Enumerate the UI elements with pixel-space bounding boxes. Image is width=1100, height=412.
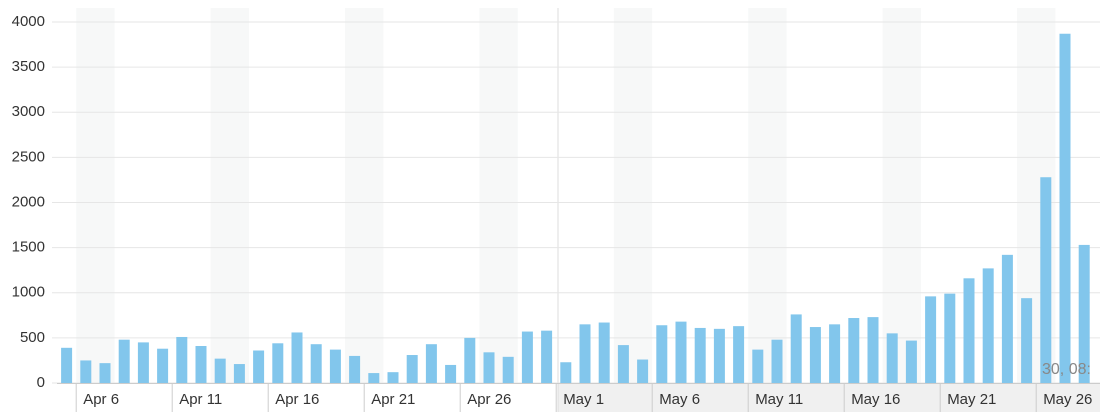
x-tick-label: Apr 6 (83, 391, 119, 408)
bar (406, 355, 418, 383)
navigator-range (558, 384, 1100, 412)
bar (99, 363, 111, 383)
bar (1021, 298, 1033, 383)
bar (829, 324, 841, 383)
bar (502, 356, 514, 383)
bar (848, 318, 860, 383)
bar (1078, 244, 1090, 383)
x-tick-label: May 11 (755, 391, 803, 408)
x-tick-label: Apr 26 (467, 391, 511, 408)
bar (560, 362, 572, 383)
bar (253, 350, 265, 383)
bar (80, 360, 92, 383)
weekend-bands (76, 8, 1056, 383)
weekend-band (345, 8, 384, 383)
y-tick-label: 3500 (12, 58, 45, 75)
x-tick-label: Apr 21 (371, 391, 415, 408)
bar (1001, 254, 1013, 383)
y-tick-label: 2500 (12, 148, 45, 165)
bar (214, 358, 226, 383)
y-tick-label: 500 (20, 329, 45, 346)
weekend-band (748, 8, 787, 383)
bar (445, 364, 457, 383)
bar (656, 325, 668, 383)
bar (291, 332, 303, 383)
bar (176, 336, 188, 383)
x-tick-label: May 1 (563, 391, 604, 408)
bar (733, 326, 745, 383)
bar (867, 317, 879, 383)
y-tick-label: 3000 (12, 103, 45, 120)
bar (579, 324, 591, 383)
bar (137, 342, 149, 383)
bar (118, 339, 130, 383)
bar (521, 331, 533, 383)
bar (598, 322, 610, 383)
y-tick-label: 0 (37, 374, 45, 391)
weekend-band (210, 8, 249, 383)
bar (944, 293, 956, 383)
bar (886, 333, 898, 383)
y-tick-label: 2000 (12, 193, 45, 210)
bar (675, 321, 687, 383)
bar (617, 345, 629, 383)
bar (925, 296, 937, 383)
x-tick-label: May 21 (947, 391, 996, 408)
bar (1040, 177, 1052, 383)
bar (329, 349, 341, 383)
y-tick-label: 1000 (12, 284, 45, 301)
bar (637, 359, 649, 383)
bar (541, 330, 553, 383)
weekend-band (479, 8, 518, 383)
bar (752, 349, 764, 383)
bar (982, 268, 994, 383)
x-tick-label: May 6 (659, 391, 700, 408)
y-tick-label: 4000 (12, 13, 45, 30)
bar (425, 344, 437, 383)
bar (195, 345, 207, 383)
bar (272, 343, 284, 383)
bar (464, 337, 476, 383)
bar (771, 339, 783, 383)
bar (61, 347, 73, 383)
bar (963, 278, 975, 383)
bar (310, 344, 322, 383)
x-tick-label: May 26 (1043, 391, 1092, 408)
x-tick-label: May 16 (851, 391, 900, 408)
bar (349, 355, 361, 383)
weekend-band (882, 8, 921, 383)
bar (387, 372, 399, 383)
x-tick-label: Apr 11 (179, 391, 222, 408)
weekend-band (76, 8, 115, 383)
bar (483, 352, 495, 383)
bar (694, 327, 706, 383)
bar (809, 327, 821, 383)
bar (157, 348, 169, 383)
bar (1059, 33, 1071, 384)
bar (713, 328, 725, 383)
x-tick-label: Apr 16 (275, 391, 319, 408)
plot: 0 500 1000 1500 2000 2500 3000 3500 4000 Apr 6 Apr… (12, 13, 1100, 412)
bar (368, 373, 380, 383)
bar (233, 364, 245, 383)
bar (905, 340, 917, 383)
y-tick-label: 1500 (12, 239, 45, 256)
weekend-band (613, 8, 653, 383)
tooltip-fragment: 30, 08: (1042, 361, 1091, 378)
bar (790, 314, 802, 383)
